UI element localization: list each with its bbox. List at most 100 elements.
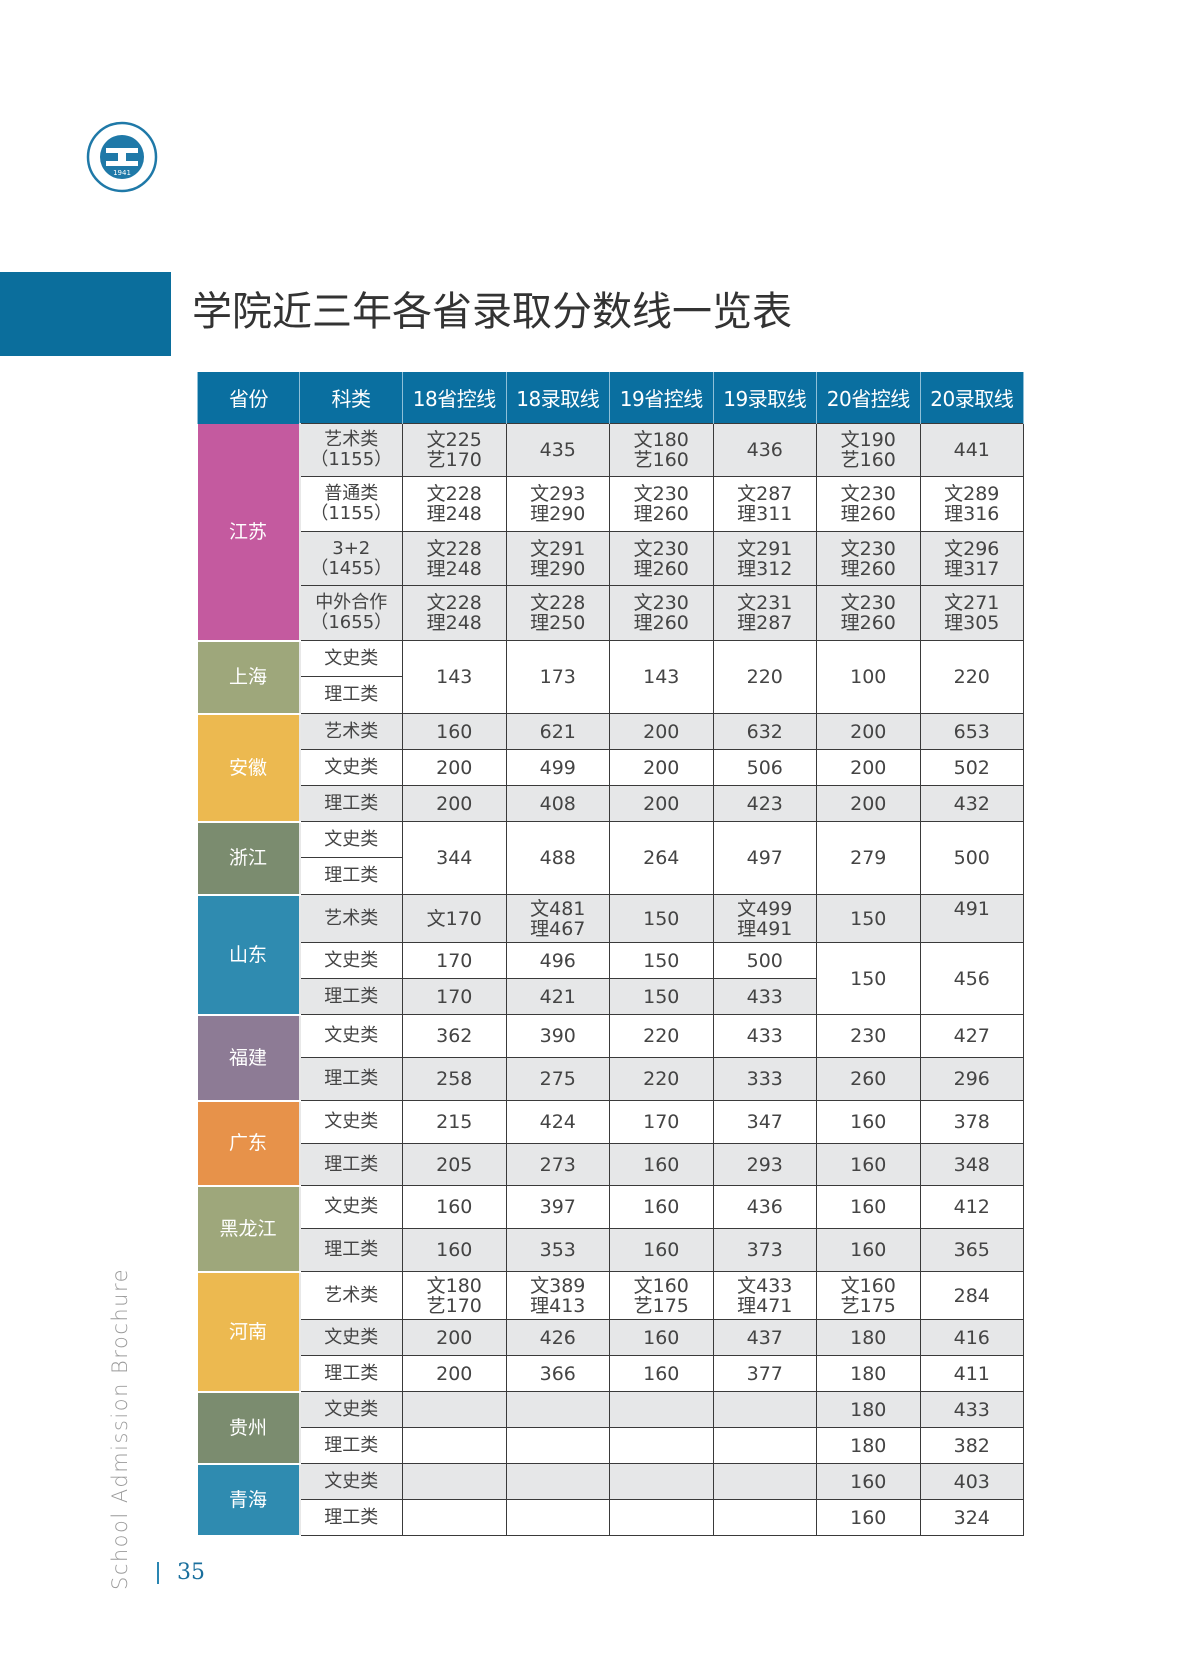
score-cell: 143 xyxy=(609,640,714,714)
score-cell: 416 xyxy=(919,1319,1024,1356)
score-cell xyxy=(712,1463,817,1500)
score-cell: 文389 理413 xyxy=(505,1271,610,1320)
province-henan: 河南 xyxy=(197,1271,301,1393)
score-cell: 200 xyxy=(816,749,921,786)
score-cell: 文231 理287 xyxy=(712,585,817,641)
score-cell xyxy=(609,1427,714,1464)
table-row: 理工类 258 275 220 333 260 296 xyxy=(197,1057,1024,1101)
score-cell xyxy=(402,1391,507,1428)
score-cell: 653 xyxy=(919,713,1024,750)
score-cell xyxy=(712,1499,817,1536)
score-cell: 502 xyxy=(919,749,1024,786)
score-cell: 433 xyxy=(919,1391,1024,1428)
score-cell: 435 xyxy=(505,423,610,477)
score-cell: 377 xyxy=(712,1355,817,1392)
score-cell: 441 xyxy=(919,423,1024,477)
subject-cell: 理工类 xyxy=(299,785,403,822)
table-row: 浙江 文史类 344 488 264 497 279 500 xyxy=(197,821,1024,896)
province-heilongjiang: 黑龙江 xyxy=(197,1185,301,1273)
score-cell: 160 xyxy=(609,1143,714,1186)
score-cell xyxy=(505,1499,610,1536)
score-cell: 293 xyxy=(712,1143,817,1186)
table-row: 江苏 艺术类 （1155） 文225 艺170 435 文180 艺160 436 文… xyxy=(197,423,1024,642)
score-cell: 411 xyxy=(919,1355,1024,1392)
subject-cell: 理工类 xyxy=(299,1499,403,1536)
score-cell xyxy=(402,1463,507,1500)
table-row: 黑龙江 文史类 160 397 160 436 160 412 xyxy=(197,1185,1024,1273)
col-header-19-admission: 19录取线 xyxy=(712,372,817,424)
score-cell: 文180 艺170 xyxy=(402,1271,507,1320)
score-cell: 347 xyxy=(712,1100,817,1144)
score-cell: 文287 理311 xyxy=(712,476,817,532)
score-cell: 160 xyxy=(402,713,507,750)
subject-cell: 理工类 xyxy=(299,1143,403,1186)
subject-cell: 文史类 xyxy=(299,1100,403,1144)
score-cell: 230 xyxy=(816,1014,921,1058)
score-cell: 160 xyxy=(609,1319,714,1356)
score-cell: 220 xyxy=(609,1057,714,1101)
province-guangdong: 广东 xyxy=(197,1100,301,1187)
subject-cell: 文史类 xyxy=(299,1185,403,1229)
score-cell: 170 xyxy=(402,942,507,979)
score-cell: 436 xyxy=(712,423,817,477)
score-cell xyxy=(505,1463,610,1500)
subject-cell: 文史类 xyxy=(299,1463,403,1500)
score-cell xyxy=(609,1499,714,1536)
subject-cell: 艺术类 （1155） xyxy=(299,423,403,477)
score-cell: 499 xyxy=(505,749,610,786)
score-cell: 403 xyxy=(919,1463,1024,1500)
subject-cell: 理工类 xyxy=(299,676,403,714)
score-cell: 文271 理305 xyxy=(919,585,1024,641)
score-cell: 150 xyxy=(816,894,921,943)
province-fujian: 福建 xyxy=(197,1014,301,1102)
table-row: 理工类 160 324 xyxy=(197,1499,1024,1536)
score-cell: 文291 理312 xyxy=(712,531,817,586)
admission-score-table: 省份 科类 18省控线 18录取线 19省控线 19录取线 20省控线 20录取… xyxy=(197,372,1024,1537)
svg-text:1941: 1941 xyxy=(113,169,131,177)
score-cell: 273 xyxy=(505,1143,610,1186)
score-cell: 220 xyxy=(609,1014,714,1058)
col-header-subject: 科类 xyxy=(299,372,403,424)
subject-cell: 文史类 xyxy=(299,640,403,677)
score-cell: 436 xyxy=(712,1185,817,1229)
table-row: 理工类 160 353 160 373 160 365 xyxy=(197,1228,1024,1272)
score-cell: 150 xyxy=(609,894,714,943)
score-cell: 373 xyxy=(712,1228,817,1272)
score-cell: 文225 艺170 xyxy=(402,423,507,477)
score-cell: 200 xyxy=(816,785,921,822)
score-cell: 215 xyxy=(402,1100,507,1144)
score-cell: 文230 理260 xyxy=(816,531,921,586)
score-cell: 文289 理316 xyxy=(919,476,1024,532)
table-row: 理工类 205 273 160 293 160 348 xyxy=(197,1143,1024,1186)
score-cell xyxy=(609,1391,714,1428)
score-cell xyxy=(609,1463,714,1500)
score-cell xyxy=(402,1427,507,1464)
college-seal-logo: 1941 xyxy=(86,121,158,193)
score-cell: 100 xyxy=(816,640,921,714)
subject-cell: 艺术类 xyxy=(299,713,403,750)
subject-cell: 文史类 xyxy=(299,1391,403,1428)
score-cell: 296 xyxy=(919,1057,1024,1101)
score-cell: 220 xyxy=(712,640,817,714)
score-cell: 433 xyxy=(712,1014,817,1058)
score-cell: 378 xyxy=(919,1100,1024,1144)
score-cell: 160 xyxy=(402,1228,507,1272)
score-cell: 200 xyxy=(609,785,714,822)
score-cell: 412 xyxy=(919,1185,1024,1229)
subject-cell: 理工类 xyxy=(299,978,403,1015)
score-cell: 497 xyxy=(712,821,817,895)
subject-cell: 文史类 xyxy=(299,942,403,979)
score-cell: 491 xyxy=(919,894,1024,943)
score-cell: 160 xyxy=(816,1499,921,1536)
subject-cell: 文史类 xyxy=(299,821,403,858)
score-cell: 文228 理250 xyxy=(505,585,610,641)
score-cell: 200 xyxy=(816,713,921,750)
score-cell: 173 xyxy=(505,640,610,714)
page-number-divider xyxy=(157,1562,159,1584)
subject-cell: 普通类 （1155） xyxy=(299,476,403,532)
table-row: 理工类 200 366 160 377 180 411 xyxy=(197,1355,1024,1392)
score-cell: 160 xyxy=(816,1463,921,1500)
subject-cell: 理工类 xyxy=(299,1355,403,1392)
score-cell: 353 xyxy=(505,1228,610,1272)
score-cell: 180 xyxy=(816,1391,921,1428)
